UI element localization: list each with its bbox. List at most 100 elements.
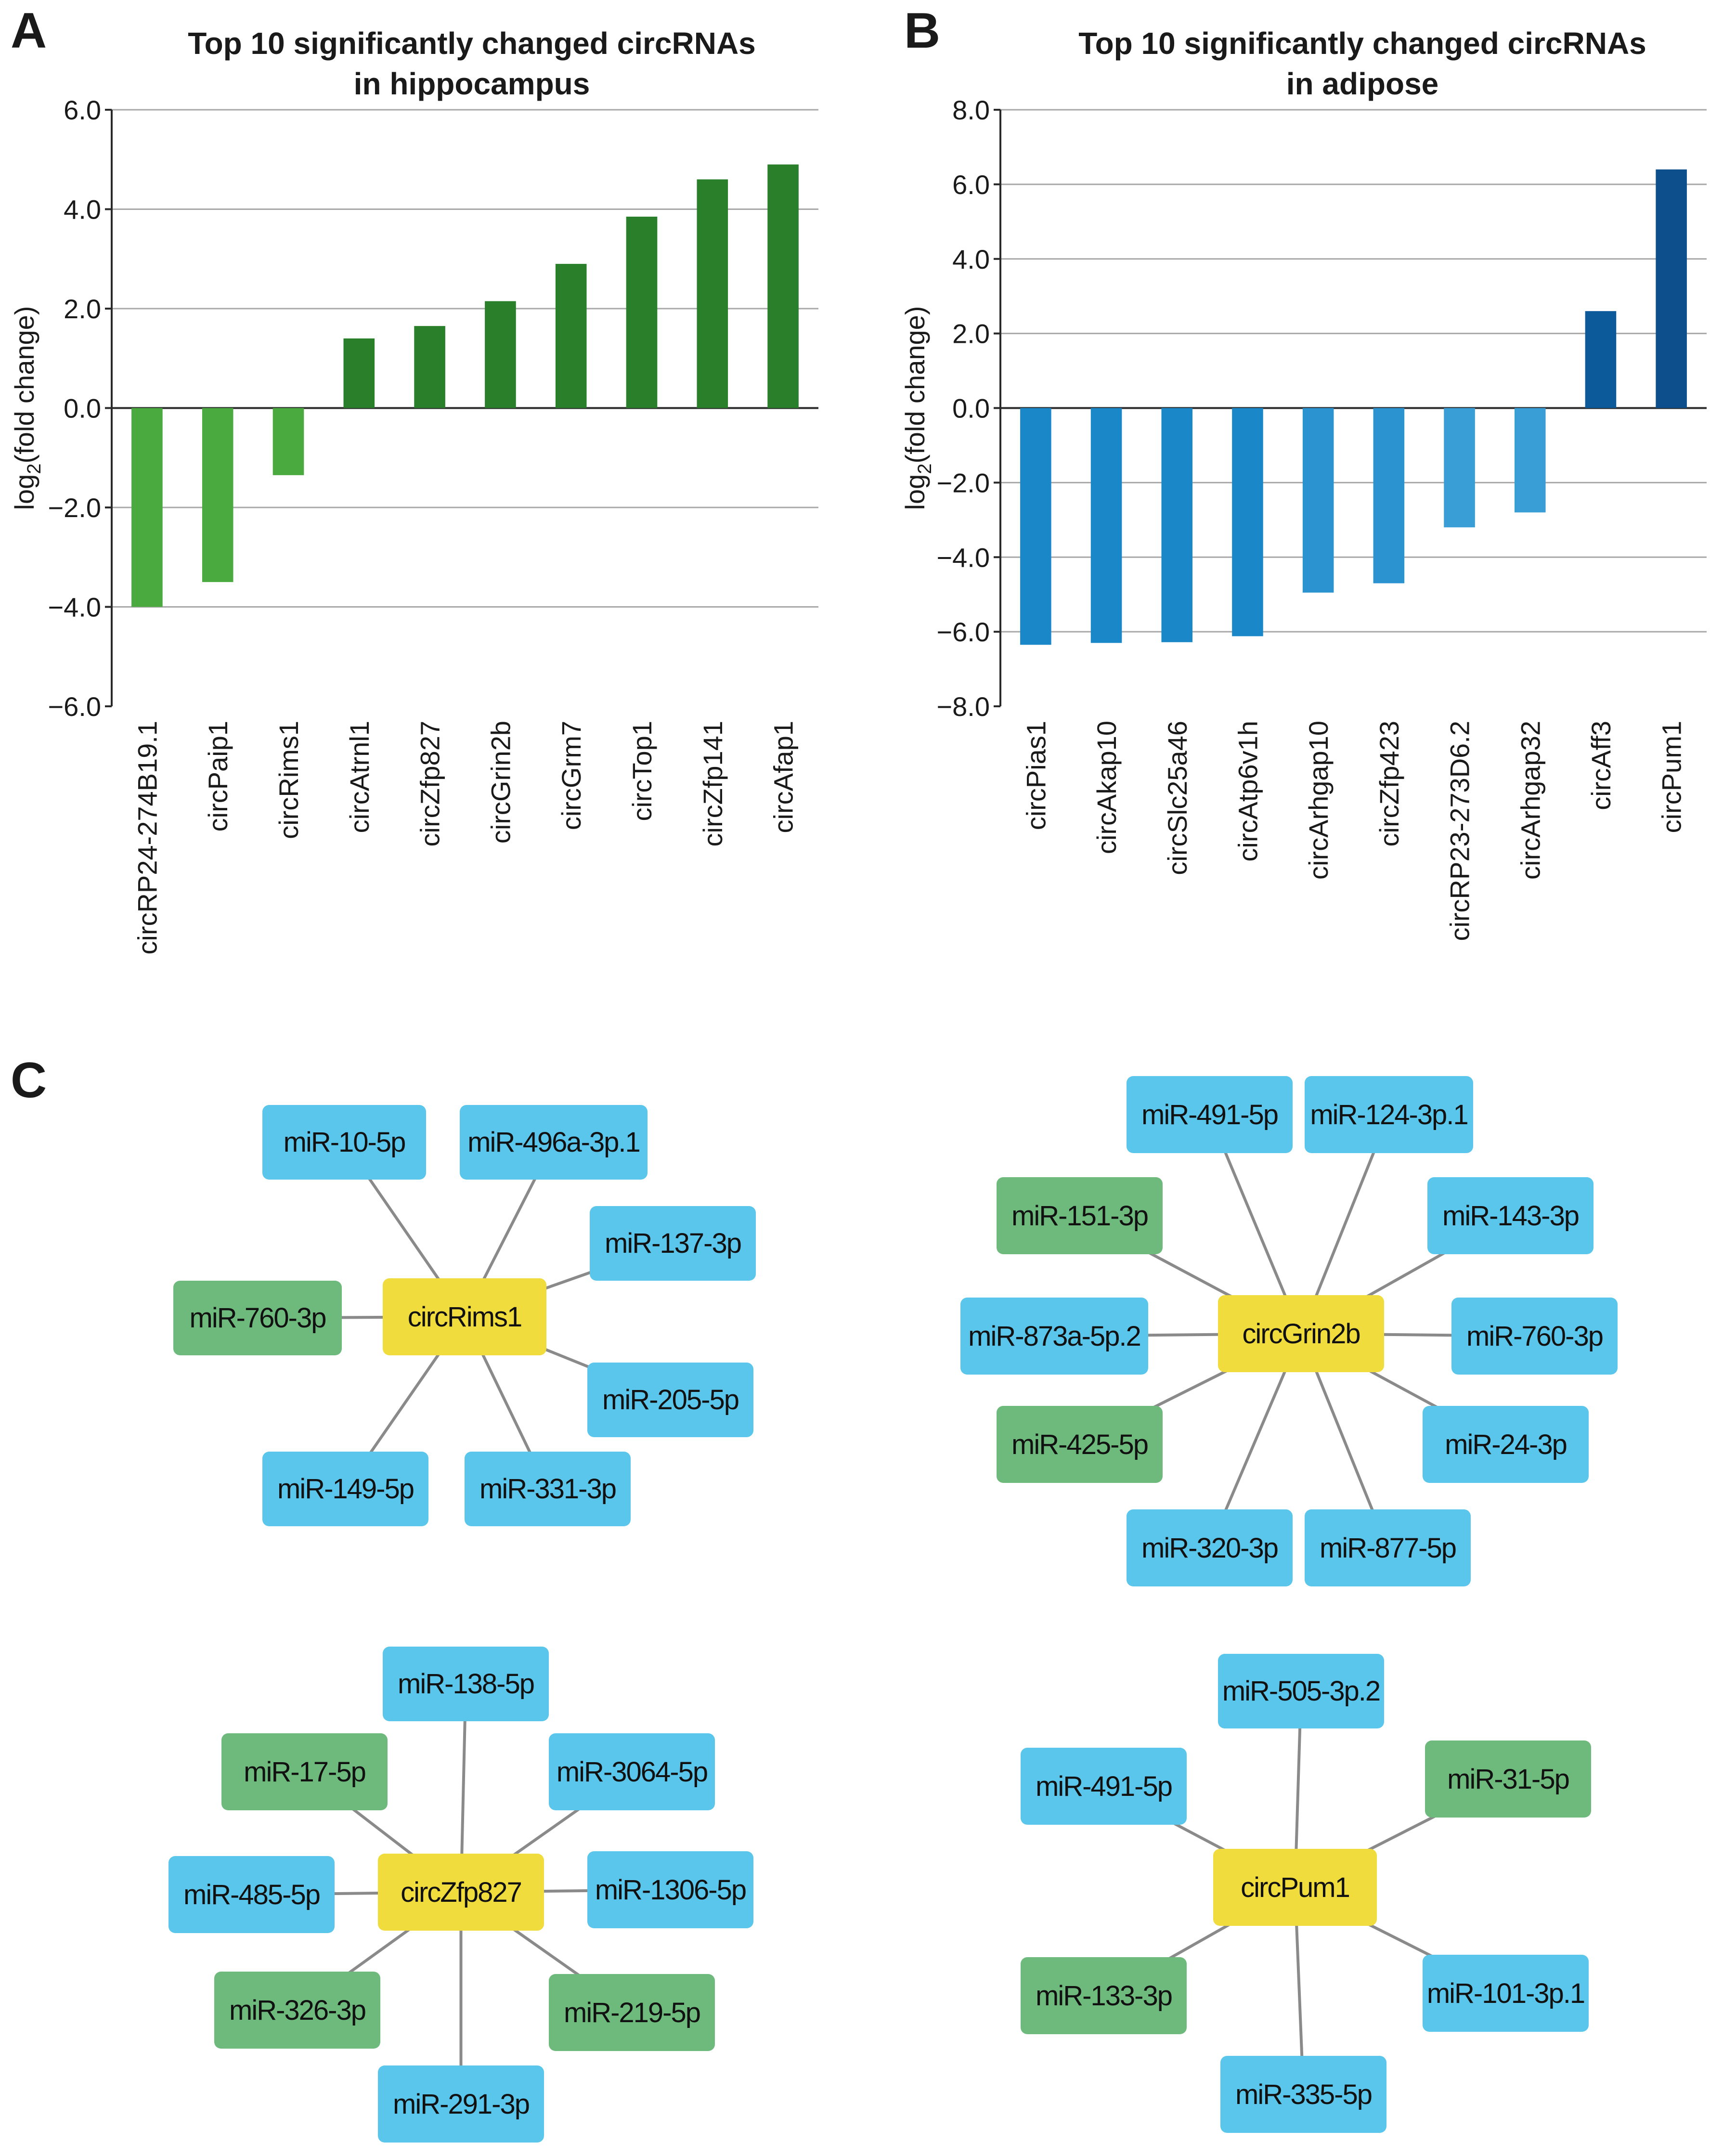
- y-axis-label-subscript: 2: [24, 463, 45, 474]
- mirna-node[interactable]: miR-101-3p.1: [1423, 1955, 1589, 2032]
- mirna-node[interactable]: miR-205-5p: [587, 1363, 753, 1437]
- bar-circatrnl1[interactable]: [343, 338, 375, 408]
- category-label: circPias1: [1021, 721, 1051, 830]
- y-tick-label: 2.0: [64, 294, 101, 324]
- mirna-node[interactable]: miR-291-3p: [378, 2065, 544, 2143]
- mirna-node[interactable]: miR-760-3p: [1451, 1298, 1618, 1375]
- mirna-node[interactable]: miR-505-3p.2: [1218, 1654, 1384, 1728]
- panel-label-b: B: [904, 3, 941, 59]
- mirna-node[interactable]: miR-877-5p: [1305, 1509, 1471, 1586]
- mirna-node[interactable]: miR-24-3p: [1423, 1406, 1589, 1483]
- chart-b-adipose: 8.0 6.0 4.0 2.0 0.0 −2.0 −4.0 −6.0 −8.0 log2(fold…: [900, 95, 1707, 941]
- mirna-node[interactable]: miR-219-5p: [549, 1974, 715, 2051]
- y-axis-label: log2(fold change): [9, 306, 45, 510]
- mirna-node[interactable]: miR-335-5p: [1220, 2056, 1386, 2133]
- category-label: circTop1: [627, 721, 657, 821]
- category-label: circAtp6v1h: [1232, 721, 1263, 862]
- bar-circzfp827[interactable]: [414, 326, 445, 408]
- category-label: circZfp423: [1374, 721, 1404, 846]
- category-label: circRP24-274B19.1: [132, 721, 162, 955]
- bar-circgrin2b[interactable]: [485, 301, 516, 408]
- y-tick-label: −6.0: [936, 617, 990, 647]
- bar-circarhgap10[interactable]: [1302, 408, 1334, 593]
- mirna-node[interactable]: miR-331-3p: [465, 1452, 631, 1526]
- mirna-node[interactable]: miR-491-5p: [1021, 1748, 1187, 1825]
- y-tick-label: −8.0: [936, 691, 990, 722]
- bar-circtop1[interactable]: [626, 216, 658, 408]
- y-axis-label-log: log: [900, 474, 930, 510]
- mirna-node[interactable]: miR-143-3p: [1427, 1177, 1593, 1254]
- mirna-node[interactable]: miR-3064-5p: [549, 1733, 715, 1810]
- mirna-node[interactable]: miR-491-5p: [1127, 1076, 1293, 1153]
- chart-a-title-line2: in hippocampus: [353, 66, 590, 101]
- bar-circrp24-274b19.1[interactable]: [131, 408, 163, 607]
- bar-circakap10[interactable]: [1090, 408, 1122, 643]
- mirna-node[interactable]: miR-31-5p: [1425, 1740, 1591, 1818]
- y-tick-label: 4.0: [952, 244, 990, 274]
- mirna-node[interactable]: miR-320-3p: [1127, 1509, 1293, 1586]
- mirna-node[interactable]: miR-425-5p: [997, 1406, 1163, 1483]
- mirna-node[interactable]: miR-10-5p: [262, 1105, 426, 1180]
- bar-circpum1[interactable]: [1656, 169, 1687, 408]
- mirna-node[interactable]: miR-485-5p: [168, 1856, 335, 1933]
- y-tick-label: −2.0: [936, 468, 990, 498]
- category-label: circZfp141: [698, 721, 728, 846]
- bar-circpaip1[interactable]: [202, 408, 233, 582]
- bar-circrims1[interactable]: [272, 408, 304, 475]
- bar-circafap1[interactable]: [767, 164, 799, 408]
- bar-circaff3[interactable]: [1585, 311, 1617, 408]
- bar-circzfp141[interactable]: [697, 179, 728, 408]
- mirna-node[interactable]: miR-124-3p.1: [1305, 1076, 1473, 1153]
- y-axis-label-subscript: 2: [914, 463, 935, 474]
- hub-circgrin2b[interactable]: circGrin2b: [1218, 1295, 1384, 1372]
- bar-circgrm7[interactable]: [555, 264, 587, 408]
- bar-circrp23-273d6.2[interactable]: [1444, 408, 1475, 528]
- category-label: circZfp827: [415, 721, 445, 846]
- bar-circatp6v1h[interactable]: [1232, 408, 1263, 636]
- category-label: circAff3: [1586, 721, 1616, 810]
- category-label: circSlc25a46: [1162, 721, 1192, 875]
- y-axis-label-rest: (fold change): [9, 306, 39, 464]
- category-label: circArhgap10: [1303, 721, 1334, 880]
- category-label: circPaip1: [203, 721, 233, 831]
- bar-circzfp423[interactable]: [1373, 408, 1405, 584]
- hub-circzfp827[interactable]: circZfp827: [378, 1854, 544, 1931]
- chart-b-title: Top 10 significantly changed circRNAs in…: [1001, 23, 1723, 104]
- chart-a-title-line1: Top 10 significantly changed circRNAs: [188, 26, 756, 61]
- mirna-node[interactable]: miR-760-3p: [173, 1281, 342, 1355]
- category-label: circRP23-273D6.2: [1445, 721, 1475, 941]
- chart-a-hippocampus: 6.0 4.0 2.0 0.0 −2.0 −4.0 −6.0 log2(fold change…: [9, 95, 818, 955]
- mirna-node[interactable]: miR-17-5p: [221, 1733, 388, 1810]
- mirna-node[interactable]: miR-1306-5p: [587, 1851, 753, 1928]
- hub-circrims1[interactable]: circRims1: [383, 1278, 546, 1355]
- mirna-node[interactable]: miR-138-5p: [383, 1647, 549, 1721]
- bar-circarhgap32[interactable]: [1514, 408, 1546, 513]
- y-tick-label: 2.0: [952, 319, 990, 349]
- category-label: circAkap10: [1091, 721, 1122, 854]
- mirna-node[interactable]: miR-133-3p: [1021, 1957, 1187, 2034]
- chart-a-title: Top 10 significantly changed circRNAs in…: [111, 23, 833, 104]
- y-axis-label-rest: (fold change): [900, 306, 930, 464]
- chart-b-title-line1: Top 10 significantly changed circRNAs: [1078, 26, 1646, 61]
- y-tick-label: 0.0: [952, 393, 990, 424]
- chart-b-title-line2: in adipose: [1286, 66, 1439, 101]
- mirna-node[interactable]: miR-326-3p: [214, 1972, 380, 2049]
- bar-circslc25a46[interactable]: [1161, 408, 1193, 642]
- y-tick-label: 6.0: [64, 95, 101, 125]
- y-tick-label: 6.0: [952, 169, 990, 200]
- y-tick-label: 8.0: [952, 95, 990, 125]
- y-tick-label: −2.0: [48, 493, 101, 523]
- mirna-node[interactable]: miR-873a-5p.2: [960, 1298, 1148, 1375]
- mirna-node[interactable]: miR-137-3p: [590, 1206, 756, 1281]
- mirna-node[interactable]: miR-496a-3p.1: [460, 1105, 648, 1180]
- y-axis-label: log2(fold change): [900, 306, 935, 510]
- y-axis-label-log: log: [9, 474, 39, 510]
- y-tick-label: 0.0: [64, 393, 101, 424]
- mirna-node[interactable]: miR-149-5p: [262, 1452, 428, 1526]
- mirna-node[interactable]: miR-151-3p: [997, 1177, 1163, 1254]
- category-label: circGrm7: [556, 721, 586, 830]
- category-label: circPum1: [1657, 721, 1687, 833]
- hub-circpum1[interactable]: circPum1: [1213, 1849, 1377, 1926]
- bar-circpias1[interactable]: [1020, 408, 1051, 645]
- y-tick-label: −4.0: [48, 592, 101, 623]
